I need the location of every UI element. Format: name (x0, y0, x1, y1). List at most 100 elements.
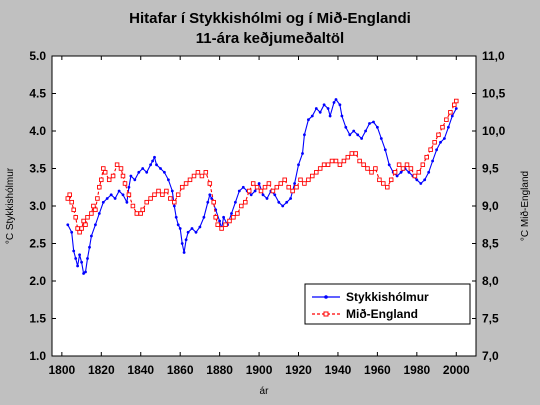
data-point-stykkisholmur (88, 245, 91, 249)
data-point-stykkisholmur (443, 137, 446, 140)
data-point-mid-england (345, 154, 351, 160)
data-point-mid-england (179, 184, 185, 190)
data-point-mid-england (160, 192, 165, 197)
data-point-mid-england (341, 158, 347, 164)
x-tick-label: 1980 (403, 363, 430, 377)
data-point-stykkisholmur (180, 242, 184, 245)
data-point-stykkisholmur (121, 193, 125, 197)
data-point-mid-england (404, 162, 410, 167)
data-point-stykkisholmur (190, 227, 194, 230)
data-point-stykkisholmur (101, 200, 105, 204)
data-point-mid-england (99, 177, 104, 183)
data-point-mid-england (120, 173, 126, 179)
data-point-mid-england (412, 173, 418, 179)
data-point-mid-england (365, 166, 370, 171)
data-point-mid-england (140, 207, 145, 213)
data-point-stykkisholmur (167, 178, 170, 182)
data-point-stykkisholmur (151, 159, 155, 163)
data-point-mid-england (321, 162, 327, 167)
data-point-stykkisholmur (163, 170, 166, 174)
y-left-tick-label: 3.5 (29, 162, 46, 176)
data-point-mid-england (294, 184, 299, 190)
x-tick-label: 2000 (443, 363, 470, 377)
data-point-stykkisholmur (186, 230, 190, 234)
y-right-tick-label: 9,5 (482, 162, 499, 176)
data-point-stykkisholmur (285, 200, 289, 204)
data-point-stykkisholmur (94, 223, 97, 227)
data-point-stykkisholmur (202, 215, 206, 219)
y-left-tick-label: 3.0 (29, 199, 46, 213)
y-left-tick-label: 4.5 (29, 87, 46, 101)
data-point-stykkisholmur (399, 170, 403, 174)
data-point-mid-england (266, 181, 272, 186)
data-point-stykkisholmur (423, 178, 427, 182)
data-point-mid-england (361, 162, 366, 167)
y-right-tick-label: 10,0 (482, 124, 506, 138)
data-point-mid-england (262, 184, 268, 190)
data-point-mid-england (75, 226, 80, 231)
data-point-mid-england (235, 211, 240, 216)
data-point-mid-england (122, 181, 128, 186)
data-point-mid-england (183, 181, 189, 186)
data-point-mid-england (106, 177, 112, 183)
data-point-mid-england (349, 151, 355, 156)
data-point-stykkisholmur (301, 152, 304, 155)
data-point-mid-england (388, 177, 394, 183)
data-point-mid-england (219, 226, 224, 231)
data-point-mid-england (353, 151, 358, 156)
data-point-mid-england (175, 192, 181, 197)
data-point-stykkisholmur (360, 137, 363, 140)
data-point-mid-england (448, 110, 453, 115)
data-point-stykkisholmur (297, 163, 300, 167)
y-axis-label-left: °C Stykkishólmur (5, 167, 16, 244)
data-point-stykkisholmur (149, 163, 153, 167)
x-axis-label: ár (260, 386, 270, 397)
data-point-mid-england (369, 170, 374, 175)
x-tick-label: 1900 (246, 363, 273, 377)
data-point-mid-england (93, 207, 98, 213)
data-point-mid-england (203, 170, 209, 175)
data-point-mid-england (290, 188, 295, 194)
data-point-mid-england (69, 199, 74, 205)
data-point-stykkisholmur (222, 215, 226, 219)
data-point-mid-england (195, 170, 201, 175)
data-point-mid-england (130, 203, 136, 209)
data-point-stykkisholmur (379, 137, 383, 140)
data-point-stykkisholmur (210, 197, 214, 200)
data-point-stykkisholmur (407, 170, 411, 174)
data-point-stykkisholmur (125, 200, 129, 204)
data-point-stykkisholmur (174, 215, 178, 219)
data-point-mid-england (310, 173, 315, 179)
data-point-stykkisholmur (277, 200, 281, 204)
data-point-mid-england (428, 147, 433, 152)
y-right-tick-label: 7,0 (482, 349, 499, 363)
data-point-mid-england (102, 170, 108, 175)
data-point-stykkisholmur (145, 170, 149, 174)
data-point-mid-england (110, 173, 116, 179)
data-point-mid-england (65, 196, 71, 201)
data-point-stykkisholmur (427, 170, 431, 174)
data-point-stykkisholmur (289, 197, 292, 200)
data-point-mid-england (152, 192, 157, 197)
data-point-stykkisholmur (76, 264, 79, 268)
data-point-stykkisholmur (326, 107, 330, 110)
legend-marker-stykkisholmur (324, 295, 328, 299)
data-point-mid-england (144, 199, 149, 205)
data-point-stykkisholmur (352, 129, 356, 133)
y-right-tick-label: 8,5 (482, 237, 499, 251)
data-point-mid-england (432, 140, 437, 145)
data-point-stykkisholmur (383, 148, 387, 152)
data-point-mid-england (213, 215, 218, 220)
data-point-stykkisholmur (84, 270, 87, 274)
data-point-mid-england (440, 124, 445, 130)
data-point-mid-england (91, 203, 96, 209)
data-point-stykkisholmur (72, 249, 76, 253)
data-point-stykkisholmur (153, 155, 156, 159)
data-point-stykkisholmur (356, 133, 360, 137)
legend: Stykkishólmur Mið-England (304, 283, 471, 325)
data-point-mid-england (227, 218, 232, 224)
data-point-stykkisholmur (431, 159, 434, 163)
data-point-stykkisholmur (435, 148, 438, 152)
legend-box (304, 283, 471, 325)
data-point-mid-england (85, 215, 90, 220)
